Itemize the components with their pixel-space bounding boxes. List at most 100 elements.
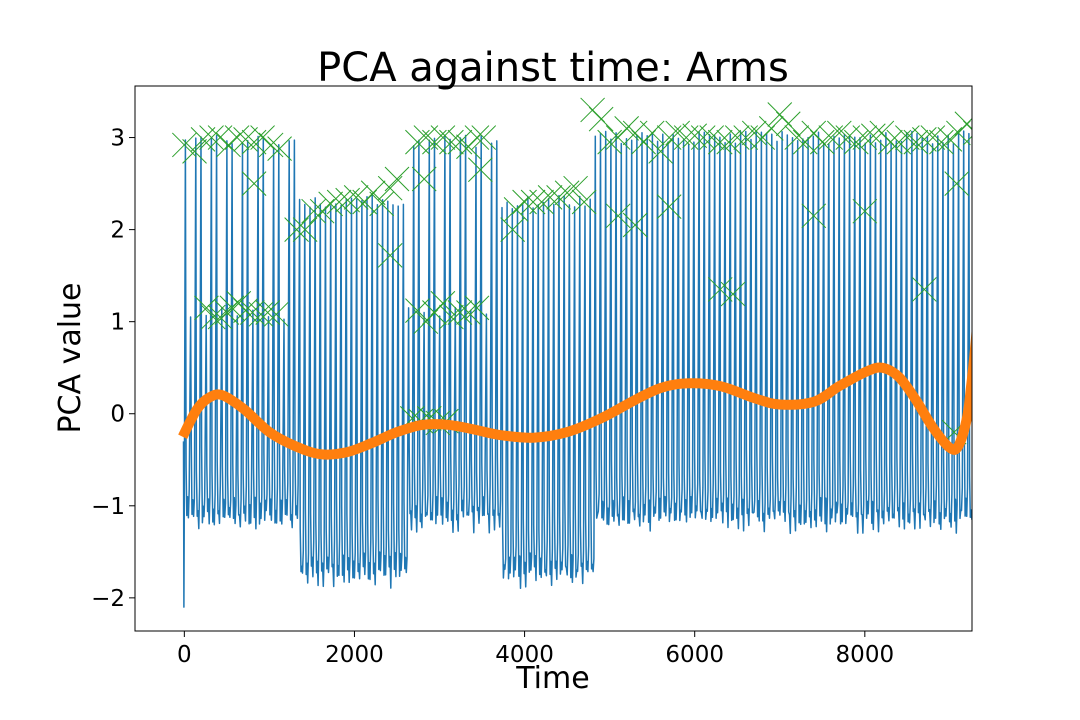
peak-marker [301, 198, 326, 224]
peak-marker [405, 129, 430, 155]
peak-marker [267, 136, 292, 161]
peak-marker [775, 111, 801, 137]
peak-marker [720, 281, 746, 307]
peak-marker [605, 203, 631, 229]
peak-marker [224, 125, 250, 150]
peak-marker [912, 277, 937, 302]
peak-marker [467, 157, 493, 183]
peak-marker [690, 125, 716, 150]
y-tick-label: −1 [91, 494, 125, 520]
peak-marker [597, 129, 622, 155]
peak-marker [852, 125, 878, 150]
peak-marker [384, 166, 410, 192]
signal-line [182, 130, 972, 608]
peak-marker [682, 123, 708, 149]
peak-marker [886, 129, 912, 155]
peak-marker [733, 125, 759, 150]
peak-marker [656, 125, 682, 150]
peak-marker [471, 125, 497, 150]
peak-marker [500, 217, 526, 242]
x-tick-label: 2000 [325, 642, 384, 668]
peak-marker [439, 129, 464, 155]
peak-marker [318, 191, 343, 217]
peak-marker [520, 189, 546, 215]
peak-marker [648, 139, 674, 164]
peak-marker [182, 139, 207, 164]
peak-marker [447, 300, 473, 325]
peak-marker [413, 125, 439, 150]
peak-marker [656, 194, 682, 219]
peak-marker [255, 300, 281, 325]
peak-marker [405, 298, 430, 323]
peak-marker [546, 185, 571, 210]
peak-marker [537, 185, 563, 210]
peak-marker [200, 304, 226, 330]
peak-marker [895, 125, 920, 150]
peak-marker [326, 189, 352, 215]
peak-marker [929, 129, 954, 155]
peak-marker [912, 127, 937, 152]
peak-marker [937, 127, 963, 152]
peak-marker [233, 298, 258, 323]
y-tick-label: −2 [91, 586, 125, 612]
peak-marker [292, 217, 318, 242]
x-tick-label: 6000 [665, 642, 724, 668]
peak-marker [665, 120, 691, 146]
peak-marker [233, 127, 258, 152]
peak-marker [377, 175, 403, 201]
x-axis-title: Time [515, 661, 589, 696]
peak-marker [944, 171, 970, 196]
peak-marker [430, 125, 456, 150]
peak-marker [199, 125, 224, 150]
peak-marker [571, 189, 597, 215]
peak-marker [343, 185, 369, 210]
x-tick-label: 4000 [495, 642, 554, 668]
peak-marker [784, 125, 810, 150]
peak-marker [963, 120, 972, 146]
y-tick-label: 1 [110, 310, 125, 336]
peak-marker [258, 132, 284, 158]
peak-marker [716, 129, 742, 155]
peak-marker [699, 125, 725, 150]
peak-marker [614, 115, 640, 141]
peak-marker [843, 129, 869, 155]
peak-marker [360, 180, 386, 206]
peak-marker [707, 277, 733, 302]
x-tick-label: 0 [177, 642, 192, 668]
peak-marker [512, 189, 537, 215]
peak-marker [456, 300, 481, 325]
y-axis-title: PCA value [53, 282, 88, 433]
peak-marker [639, 120, 665, 146]
peak-marker [707, 129, 733, 155]
peak-marker [826, 120, 852, 146]
y-tick-label: 2 [110, 218, 125, 244]
peak-marker [809, 129, 835, 155]
plot-frame [134, 85, 973, 632]
y-tick-label: 0 [110, 402, 125, 428]
peak-marker [377, 243, 403, 268]
trend-curve [178, 324, 972, 460]
peak-marker [920, 125, 946, 150]
peak-marker [860, 123, 886, 149]
peak-marker [216, 132, 241, 158]
peak-marker [622, 212, 648, 238]
x-tick-label: 8000 [836, 642, 895, 668]
peak-marker [190, 127, 216, 152]
peak-marker [263, 301, 289, 327]
peak-marker [588, 106, 614, 132]
peak-marker [447, 129, 473, 155]
peak-marker [835, 125, 861, 150]
peak-marker [284, 217, 309, 242]
peak-marker [903, 129, 929, 155]
peak-marker [439, 304, 464, 330]
peak-marker [422, 129, 447, 155]
peak-marker [852, 198, 878, 224]
peak-marker [724, 125, 750, 150]
peak-marker [369, 191, 395, 217]
x-axis: 0 2000 4000 6000 8000 [177, 631, 894, 668]
peak-marker [529, 189, 554, 215]
peak-marker [464, 295, 490, 321]
peak-marker [430, 290, 456, 316]
